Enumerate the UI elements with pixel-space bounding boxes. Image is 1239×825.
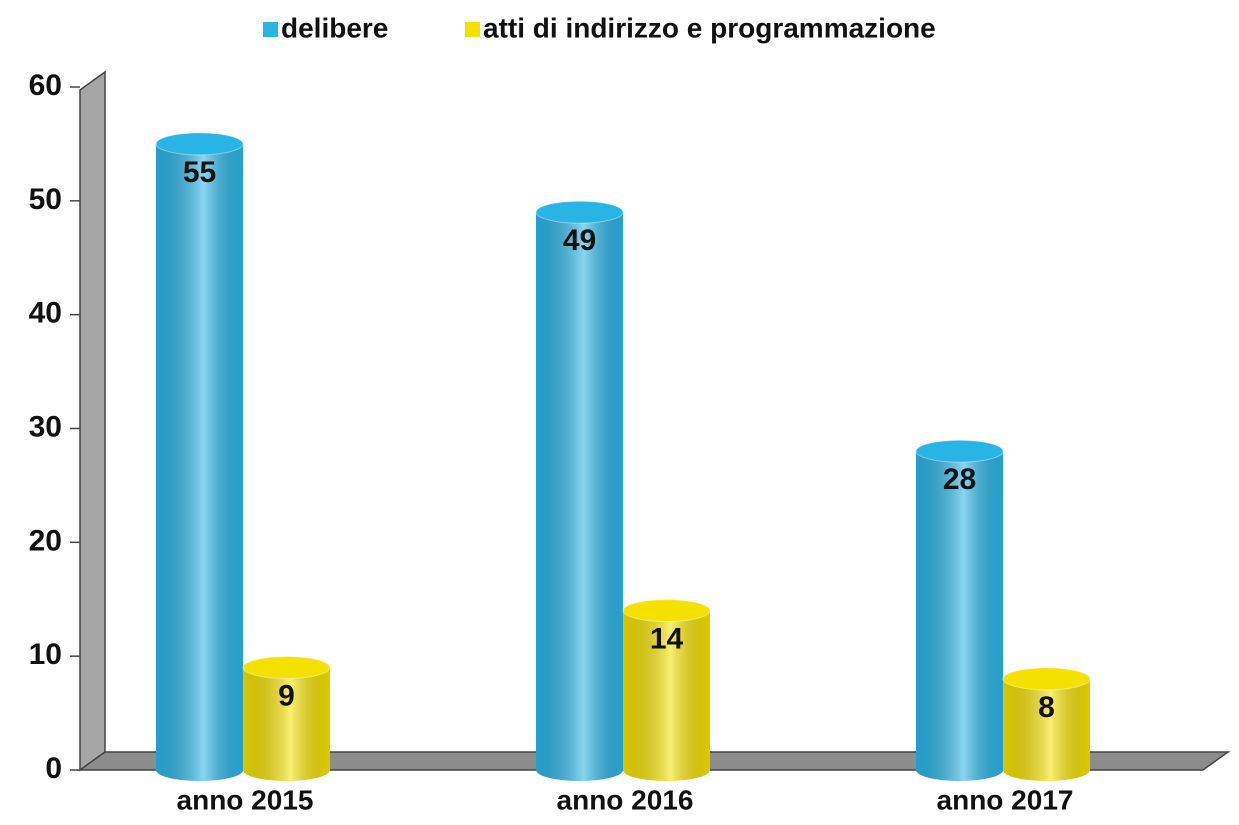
cylinder-top xyxy=(915,439,1004,463)
legend-swatch xyxy=(465,22,480,37)
legend-label: delibere xyxy=(281,12,388,43)
bar-shading xyxy=(243,667,330,781)
bar-shading xyxy=(156,143,243,781)
value-label: 14 xyxy=(650,623,684,656)
bar-shading xyxy=(536,212,623,781)
y-tick-label: 10 xyxy=(29,638,62,671)
back-wall xyxy=(79,70,106,772)
value-label: 9 xyxy=(278,679,295,712)
y-tick-label: 30 xyxy=(29,410,62,443)
cylinder: 14 xyxy=(622,599,711,781)
bar-shading xyxy=(916,451,1003,781)
cylinder: 8 xyxy=(1002,667,1091,781)
bar-shading xyxy=(1003,678,1090,781)
value-label: 28 xyxy=(943,463,976,496)
x-tick-label: anno 2016 xyxy=(557,784,694,815)
legend-swatch xyxy=(263,22,278,37)
value-label: 49 xyxy=(563,224,596,257)
y-tick-label: 0 xyxy=(45,752,62,785)
cylinder-top xyxy=(242,656,331,680)
cylinder-top xyxy=(1002,667,1091,691)
cylinder: 28 xyxy=(915,439,1004,781)
y-tick-label: 40 xyxy=(29,297,62,330)
cylinder: 55 xyxy=(155,132,244,781)
y-tick-label: 60 xyxy=(29,69,62,102)
cylinder-top xyxy=(155,132,244,156)
x-tick-label: anno 2017 xyxy=(937,784,1074,815)
bar-shading xyxy=(623,610,710,781)
y-tick-label: 50 xyxy=(29,183,62,216)
cylinder-top xyxy=(622,599,711,623)
x-tick-label: anno 2015 xyxy=(177,784,314,815)
cylinder-top xyxy=(535,200,624,224)
legend-label: atti di indirizzo e programmazione xyxy=(483,12,936,43)
cylinder: 9 xyxy=(242,656,331,781)
y-tick-label: 20 xyxy=(29,524,62,557)
value-label: 8 xyxy=(1038,691,1055,724)
value-label: 55 xyxy=(183,156,216,189)
cylinder: 49 xyxy=(535,200,624,781)
